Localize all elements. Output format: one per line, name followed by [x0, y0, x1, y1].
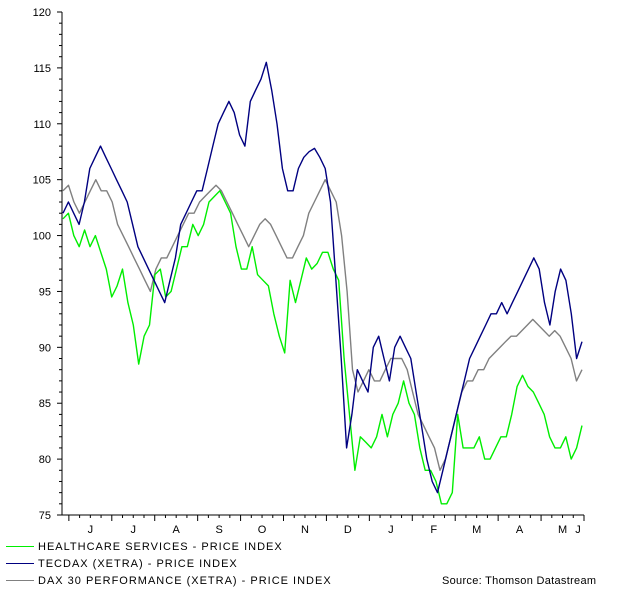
x-month-label: F: [430, 524, 437, 536]
legend-label-dax: DAX 30 PERFORMANCE (XETRA) - PRICE INDEX: [38, 574, 332, 587]
legend-swatch-healthcare: [6, 546, 34, 547]
x-month-label: S: [215, 524, 222, 536]
y-tick-label: 95: [39, 286, 51, 298]
y-tick-label: 85: [39, 398, 51, 410]
legend-swatch-dax: [6, 580, 34, 581]
x-month-label: A: [516, 524, 524, 536]
x-month-label: A: [173, 524, 181, 536]
y-tick-label: 115: [33, 63, 51, 75]
y-axis: 75 80 85 90 95 100 105 110 115 120: [33, 7, 63, 522]
legend: HEALTHCARE SERVICES - PRICE INDEX TECDAX…: [6, 538, 332, 589]
y-tick-label: 100: [33, 231, 51, 243]
y-tick-label: 110: [33, 119, 51, 131]
x-month-label: J: [575, 524, 581, 536]
source-note: Source: Thomson Datastream: [442, 575, 597, 587]
legend-label-tecdax: TECDAX (XETRA) - PRICE INDEX: [38, 557, 238, 570]
x-month-label: D: [344, 524, 352, 536]
legend-item-healthcare: HEALTHCARE SERVICES - PRICE INDEX: [6, 538, 332, 555]
series-line-1: [62, 61, 583, 494]
y-tick-label: 90: [39, 342, 51, 354]
series-line-0: [62, 190, 583, 505]
x-month-label: J: [131, 524, 137, 536]
series-lines: [62, 61, 583, 505]
x-month-label: O: [258, 524, 267, 536]
x-month-label: J: [88, 524, 94, 536]
x-month-label: M: [558, 524, 567, 536]
y-tick-label: 75: [39, 510, 51, 522]
legend-item-dax: DAX 30 PERFORMANCE (XETRA) - PRICE INDEX: [6, 572, 332, 589]
x-month-label: J: [388, 524, 394, 536]
y-tick-label: 120: [33, 7, 51, 19]
legend-item-tecdax: TECDAX (XETRA) - PRICE INDEX: [6, 555, 332, 572]
x-month-label: N: [301, 524, 309, 536]
legend-swatch-tecdax: [6, 563, 34, 564]
legend-label-healthcare: HEALTHCARE SERVICES - PRICE INDEX: [38, 540, 283, 553]
y-tick-label: 105: [33, 175, 51, 187]
y-tick-label: 80: [39, 454, 51, 466]
series-line-2: [62, 178, 583, 471]
x-month-label: M: [472, 524, 481, 536]
